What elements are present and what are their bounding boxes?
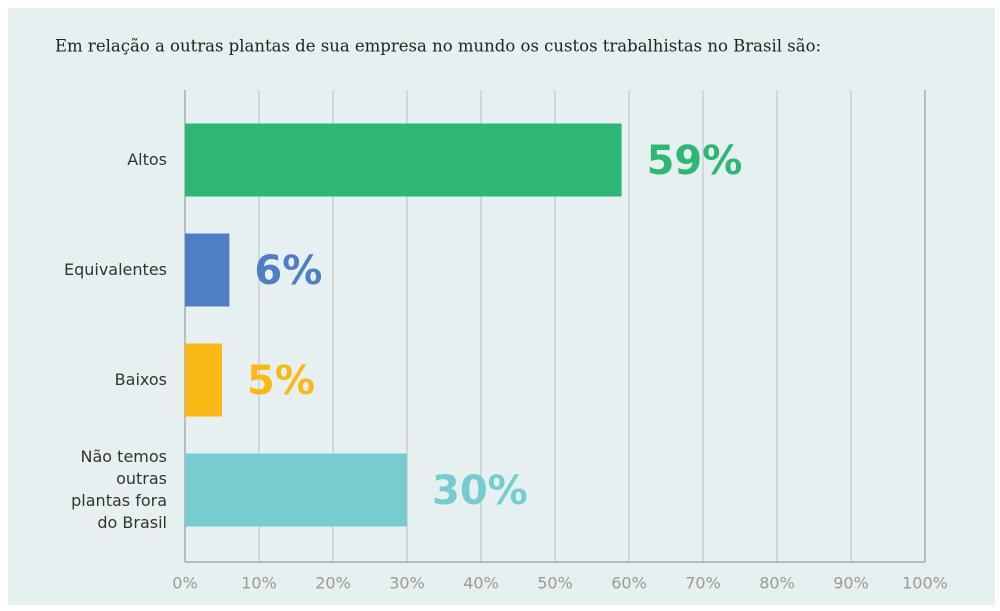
- bar: [185, 123, 622, 197]
- category-label: Não temos outras plantas fora do Brasil: [71, 447, 167, 532]
- chart-title: Em relação a outras plantas de sua empre…: [55, 37, 821, 56]
- value-label: 5%: [247, 358, 315, 404]
- x-tick-label: 80%: [759, 574, 795, 593]
- x-tick-label: 40%: [463, 574, 499, 593]
- category-label: Altos: [127, 150, 167, 169]
- category-label: Equivalentes: [63, 260, 167, 279]
- bar: [185, 453, 407, 527]
- x-tick-label: 90%: [833, 574, 869, 593]
- value-label: 59%: [647, 138, 743, 184]
- x-tick-label: 60%: [611, 574, 647, 593]
- x-tick-label: 100%: [902, 574, 948, 593]
- value-label: 30%: [432, 468, 528, 514]
- bar: [185, 233, 230, 307]
- chart-panel: [8, 8, 995, 605]
- x-tick-label: 70%: [685, 574, 721, 593]
- x-tick-label: 50%: [537, 574, 573, 593]
- x-tick-label: 0%: [172, 574, 197, 593]
- bar: [185, 343, 222, 417]
- x-tick-label: 10%: [241, 574, 277, 593]
- value-label: 6%: [254, 248, 322, 294]
- x-tick-label: 30%: [389, 574, 425, 593]
- category-label: Baixos: [114, 370, 167, 389]
- x-tick-label: 20%: [315, 574, 351, 593]
